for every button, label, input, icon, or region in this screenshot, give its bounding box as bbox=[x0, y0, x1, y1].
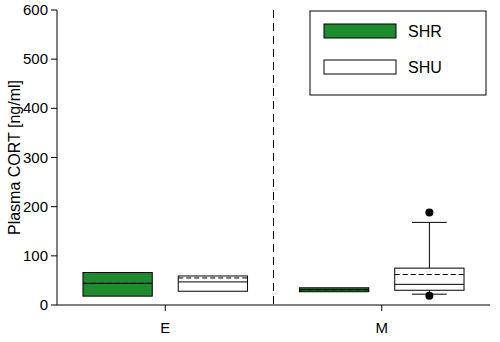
plot-area bbox=[83, 209, 464, 300]
box bbox=[395, 268, 464, 290]
median bbox=[178, 281, 247, 282]
mean bbox=[178, 277, 247, 278]
legend-swatch bbox=[324, 24, 396, 38]
whisker bbox=[429, 222, 430, 268]
legend-swatch bbox=[324, 60, 396, 74]
chart: 0 100 200 300 400 500 600 Plasma CORT [ng/ml] E M… bbox=[0, 0, 500, 342]
y-tick bbox=[51, 157, 57, 158]
y-tick bbox=[51, 108, 57, 109]
y-tick-label: 500 bbox=[23, 50, 48, 67]
y-tick-label: 300 bbox=[23, 149, 48, 166]
y-tick bbox=[51, 59, 57, 60]
group-divider bbox=[273, 10, 274, 305]
legend-label: SHU bbox=[408, 59, 442, 76]
mean bbox=[83, 283, 152, 284]
y-axis-label: Plasma CORT [ng/ml] bbox=[6, 80, 23, 235]
y-tick-label: 400 bbox=[23, 99, 48, 116]
median bbox=[83, 283, 152, 284]
y-tick bbox=[51, 305, 57, 306]
mean bbox=[395, 274, 464, 275]
legend-label: SHR bbox=[408, 23, 442, 40]
outlier bbox=[425, 292, 433, 300]
mean bbox=[299, 289, 368, 290]
legend-frame bbox=[310, 11, 486, 95]
y-tick bbox=[51, 10, 57, 11]
y-tick-label: 0 bbox=[40, 296, 48, 313]
whisker-cap bbox=[412, 222, 447, 223]
box bbox=[299, 288, 368, 292]
median bbox=[299, 289, 368, 290]
x-tick-label: E bbox=[160, 319, 170, 336]
x-tick bbox=[165, 305, 166, 311]
x-tick bbox=[381, 305, 382, 311]
box bbox=[83, 273, 152, 297]
y-tick-label: 600 bbox=[23, 1, 48, 18]
y-tick-label: 100 bbox=[23, 247, 48, 264]
y-tick-label: 200 bbox=[23, 198, 48, 215]
y-tick bbox=[51, 206, 57, 207]
median bbox=[395, 284, 464, 285]
x-tick-label: M bbox=[376, 319, 389, 336]
box bbox=[178, 276, 247, 291]
outlier bbox=[425, 209, 433, 217]
y-tick bbox=[51, 255, 57, 256]
